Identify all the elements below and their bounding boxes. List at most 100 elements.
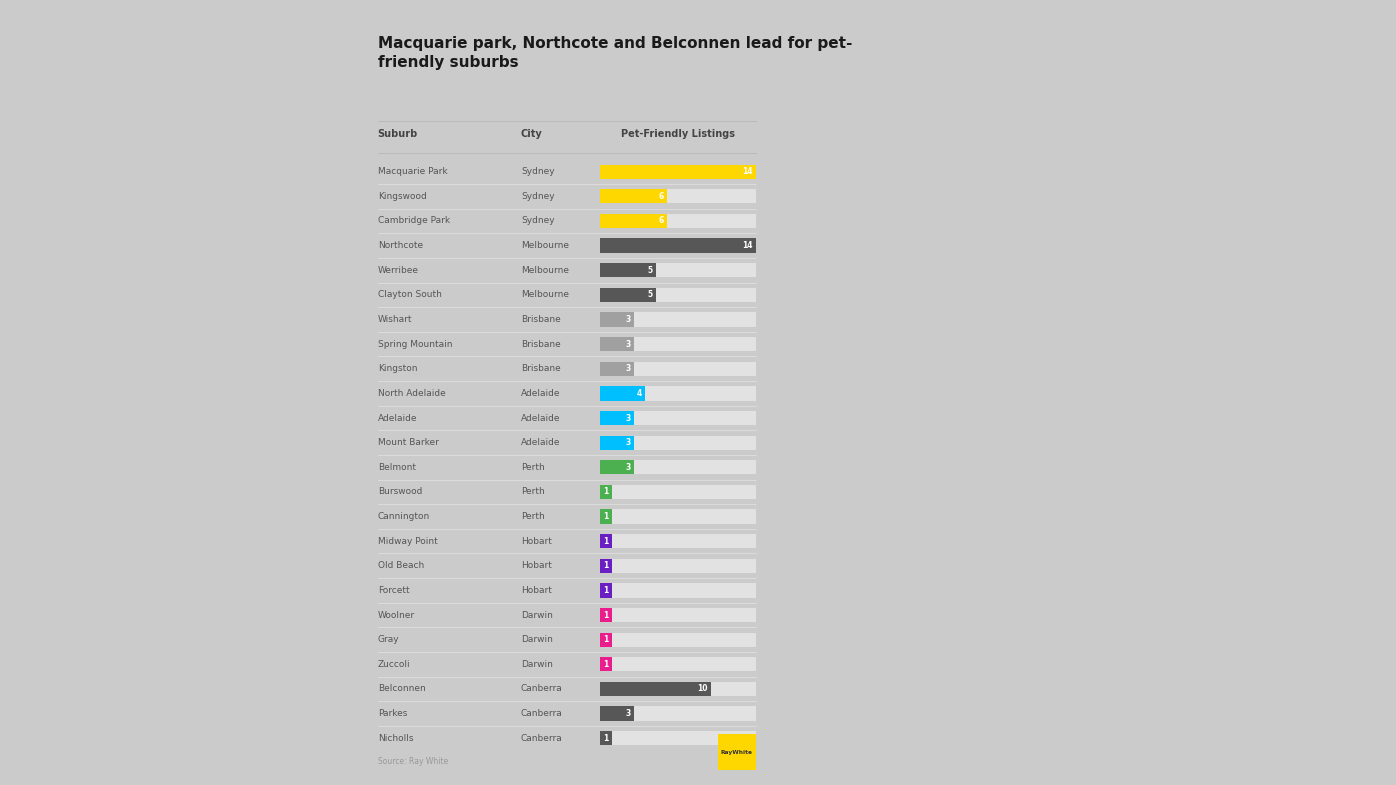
- Text: Adelaide: Adelaide: [521, 389, 560, 398]
- Text: 5: 5: [648, 290, 653, 299]
- Text: Canberra: Canberra: [521, 685, 563, 693]
- Text: Canberra: Canberra: [521, 709, 563, 718]
- Text: Hobart: Hobart: [521, 561, 551, 571]
- Text: Melbourne: Melbourne: [521, 241, 570, 250]
- Text: Nicholls: Nicholls: [378, 734, 413, 743]
- FancyBboxPatch shape: [600, 534, 755, 548]
- FancyBboxPatch shape: [600, 633, 755, 647]
- Text: Kingswood: Kingswood: [378, 192, 426, 201]
- Text: 3: 3: [625, 709, 631, 718]
- Text: Sydney: Sydney: [521, 192, 554, 201]
- FancyBboxPatch shape: [600, 239, 755, 253]
- FancyBboxPatch shape: [600, 633, 611, 647]
- FancyBboxPatch shape: [600, 214, 667, 228]
- FancyBboxPatch shape: [600, 534, 611, 548]
- FancyBboxPatch shape: [600, 337, 634, 351]
- Text: Macquarie park, Northcote and Belconnen lead for pet-
friendly suburbs: Macquarie park, Northcote and Belconnen …: [378, 36, 852, 71]
- Text: 3: 3: [625, 414, 631, 422]
- FancyBboxPatch shape: [600, 362, 634, 376]
- Text: Northcote: Northcote: [378, 241, 423, 250]
- FancyBboxPatch shape: [600, 485, 611, 499]
- FancyBboxPatch shape: [600, 583, 755, 597]
- FancyBboxPatch shape: [600, 559, 755, 573]
- Text: Brisbane: Brisbane: [521, 340, 561, 349]
- FancyBboxPatch shape: [600, 386, 645, 400]
- Text: Macquarie Park: Macquarie Park: [378, 167, 447, 176]
- Text: Mount Barker: Mount Barker: [378, 438, 438, 447]
- FancyBboxPatch shape: [718, 734, 755, 770]
- Text: Belconnen: Belconnen: [378, 685, 426, 693]
- FancyBboxPatch shape: [600, 189, 755, 203]
- Text: 5: 5: [648, 266, 653, 275]
- FancyBboxPatch shape: [600, 460, 755, 474]
- FancyBboxPatch shape: [600, 608, 755, 623]
- FancyBboxPatch shape: [600, 288, 755, 302]
- Text: Darwin: Darwin: [521, 635, 553, 644]
- Text: Melbourne: Melbourne: [521, 290, 570, 299]
- FancyBboxPatch shape: [600, 337, 755, 351]
- FancyBboxPatch shape: [600, 731, 755, 746]
- Text: Brisbane: Brisbane: [521, 364, 561, 373]
- FancyBboxPatch shape: [600, 165, 755, 179]
- Text: Zuccoli: Zuccoli: [378, 660, 410, 669]
- FancyBboxPatch shape: [600, 460, 634, 474]
- Text: Burswood: Burswood: [378, 487, 422, 496]
- Text: Gray: Gray: [378, 635, 399, 644]
- Text: Suburb: Suburb: [378, 130, 417, 140]
- Text: 3: 3: [625, 438, 631, 447]
- Text: 3: 3: [625, 315, 631, 324]
- Text: Parkes: Parkes: [378, 709, 408, 718]
- FancyBboxPatch shape: [600, 263, 755, 277]
- FancyBboxPatch shape: [600, 411, 755, 425]
- Text: Perth: Perth: [521, 487, 544, 496]
- Text: 3: 3: [625, 340, 631, 349]
- FancyBboxPatch shape: [600, 312, 755, 327]
- Text: 6: 6: [659, 217, 664, 225]
- Text: Canberra: Canberra: [521, 734, 563, 743]
- Text: City: City: [521, 130, 543, 140]
- FancyBboxPatch shape: [600, 436, 634, 450]
- Text: 1: 1: [603, 734, 609, 743]
- Text: 1: 1: [603, 611, 609, 619]
- Text: Belmont: Belmont: [378, 463, 416, 472]
- Text: Kingston: Kingston: [378, 364, 417, 373]
- FancyBboxPatch shape: [600, 583, 611, 597]
- Text: Forcett: Forcett: [378, 586, 409, 595]
- FancyBboxPatch shape: [600, 706, 755, 721]
- Text: 14: 14: [741, 167, 752, 176]
- FancyBboxPatch shape: [600, 682, 712, 696]
- Text: Wishart: Wishart: [378, 315, 412, 324]
- Text: Cannington: Cannington: [378, 512, 430, 521]
- Text: Hobart: Hobart: [521, 586, 551, 595]
- FancyBboxPatch shape: [600, 509, 755, 524]
- FancyBboxPatch shape: [600, 608, 611, 623]
- Text: Woolner: Woolner: [378, 611, 415, 619]
- FancyBboxPatch shape: [600, 263, 656, 277]
- FancyBboxPatch shape: [600, 509, 611, 524]
- Text: Adelaide: Adelaide: [378, 414, 417, 422]
- Text: 1: 1: [603, 635, 609, 644]
- FancyBboxPatch shape: [600, 362, 755, 376]
- Text: 14: 14: [741, 241, 752, 250]
- Text: Spring Mountain: Spring Mountain: [378, 340, 452, 349]
- FancyBboxPatch shape: [600, 436, 755, 450]
- FancyBboxPatch shape: [600, 657, 611, 671]
- Text: Old Beach: Old Beach: [378, 561, 424, 571]
- Text: Werribee: Werribee: [378, 266, 419, 275]
- FancyBboxPatch shape: [600, 411, 634, 425]
- FancyBboxPatch shape: [600, 239, 755, 253]
- Text: Sydney: Sydney: [521, 167, 554, 176]
- Text: RayWhite: RayWhite: [720, 750, 752, 754]
- Text: Brisbane: Brisbane: [521, 315, 561, 324]
- FancyBboxPatch shape: [600, 657, 755, 671]
- Text: Hobart: Hobart: [521, 537, 551, 546]
- FancyBboxPatch shape: [600, 165, 755, 179]
- Text: 4: 4: [637, 389, 642, 398]
- Text: Midway Point: Midway Point: [378, 537, 437, 546]
- FancyBboxPatch shape: [600, 485, 755, 499]
- Text: 3: 3: [625, 463, 631, 472]
- FancyBboxPatch shape: [600, 706, 634, 721]
- Text: Clayton South: Clayton South: [378, 290, 441, 299]
- Text: Perth: Perth: [521, 463, 544, 472]
- Text: Darwin: Darwin: [521, 660, 553, 669]
